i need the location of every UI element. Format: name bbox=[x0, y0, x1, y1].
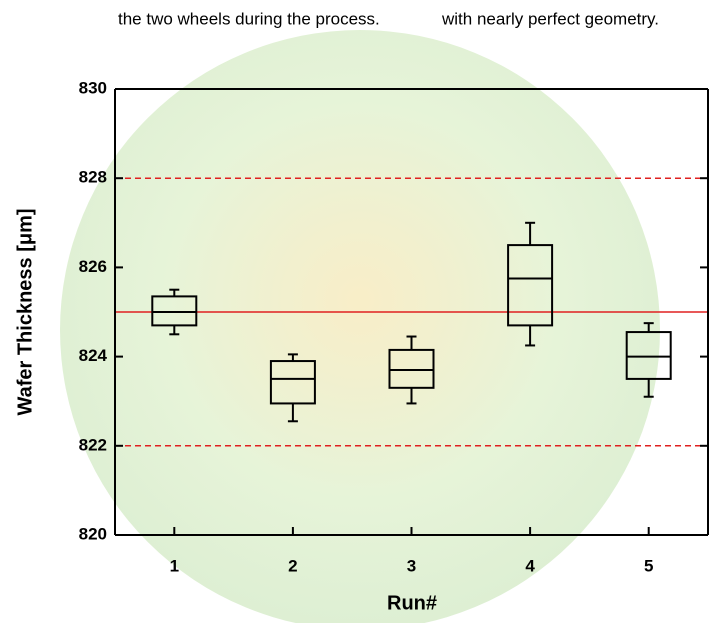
header-text: with nearly perfect geometry. bbox=[441, 9, 659, 28]
header-text: the two wheels during the process. bbox=[118, 9, 380, 28]
x-tick-label: 4 bbox=[525, 556, 535, 575]
x-tick-label: 3 bbox=[407, 556, 416, 575]
x-axis-label: Run# bbox=[387, 592, 437, 614]
y-tick-label: 822 bbox=[79, 435, 107, 454]
x-tick-label: 5 bbox=[644, 556, 653, 575]
x-tick-label: 1 bbox=[170, 556, 179, 575]
y-tick-label: 820 bbox=[79, 524, 107, 543]
page: the two wheels during the process. with … bbox=[0, 0, 710, 623]
x-tick-label: 2 bbox=[288, 556, 297, 575]
y-tick-label: 826 bbox=[79, 257, 107, 276]
y-tick-label: 830 bbox=[79, 78, 107, 97]
y-axis-label: Wafer Thickness [μm] bbox=[14, 208, 36, 415]
y-tick-label: 824 bbox=[79, 346, 108, 365]
y-tick-label: 828 bbox=[79, 168, 107, 187]
